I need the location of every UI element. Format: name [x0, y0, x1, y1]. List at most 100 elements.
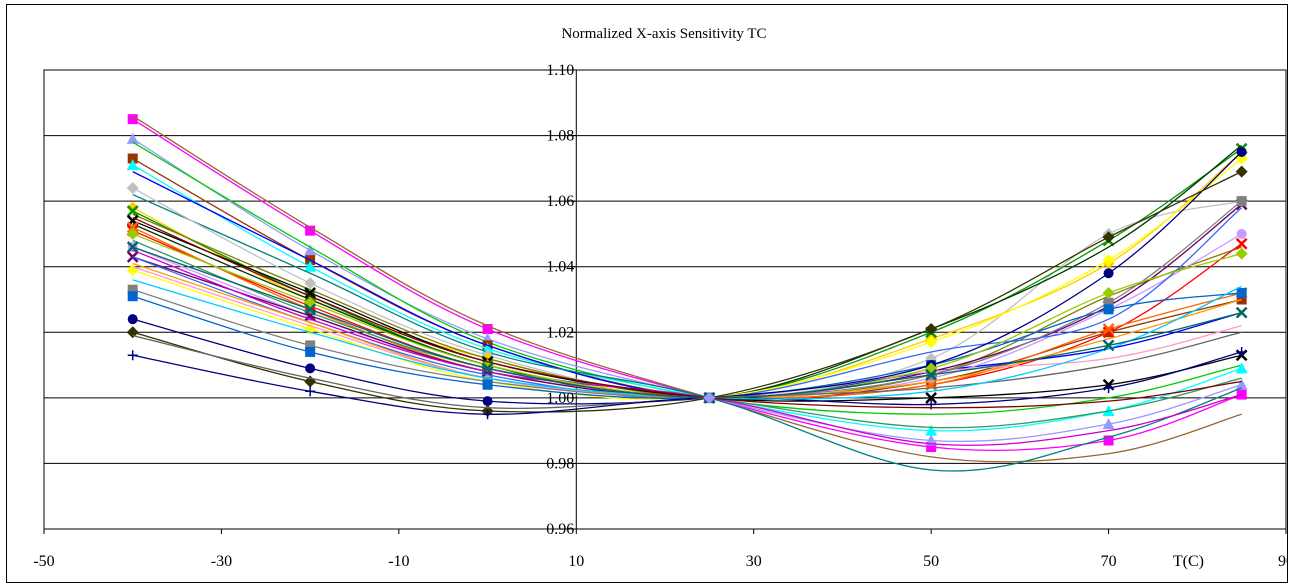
- data-point: [127, 291, 138, 302]
- data-point: [126, 205, 139, 217]
- convergence-point-group: [703, 391, 716, 404]
- series-16: [126, 221, 1248, 404]
- data-point: [482, 379, 493, 390]
- data-point: [127, 114, 138, 125]
- y-tick-label: 1.04: [546, 259, 574, 276]
- data-point: [1236, 228, 1247, 239]
- data-point: [1235, 237, 1248, 250]
- data-point: [126, 182, 139, 195]
- x-tick-label: 90: [1278, 553, 1287, 570]
- data-point: [126, 159, 139, 171]
- series-17: [127, 228, 1247, 403]
- data-point: [1236, 146, 1247, 157]
- axes: [43, 69, 1287, 534]
- series-18: [126, 198, 1248, 404]
- data-point: [304, 303, 317, 316]
- data-point: [126, 132, 139, 144]
- line-chart: Normalized X-axis Sensitivity TC 0.960.9…: [33, 26, 1287, 570]
- data-point: [1236, 287, 1247, 298]
- data-point: [305, 386, 316, 397]
- series-line: [132, 144, 1243, 400]
- series-line: [132, 207, 1243, 400]
- data-point: [926, 442, 937, 453]
- series-14: [132, 144, 1243, 400]
- series-line: [132, 279, 1242, 400]
- x-tick-label: 70: [1101, 553, 1117, 570]
- series-21: [126, 152, 1248, 404]
- data-point: [127, 153, 138, 164]
- data-point: [126, 221, 139, 234]
- data-point: [1103, 297, 1114, 308]
- data-point: [126, 250, 139, 263]
- data-point: [304, 277, 317, 290]
- x-tick-label: -30: [211, 553, 232, 570]
- data-point: [925, 323, 938, 336]
- series-line: [132, 158, 1243, 401]
- x-tick-label: 30: [746, 553, 762, 570]
- data-point: [925, 336, 938, 349]
- series-26: [126, 165, 1248, 417]
- tick-labels: 0.96 0.98 1.00 1.02 1.04 1.06 1.08 1.10 -50 -30 -1…: [33, 62, 1287, 570]
- data-point: [1235, 165, 1248, 178]
- data-point: [925, 391, 938, 404]
- y-tick-label: 1.02: [546, 324, 574, 341]
- y-tick-label: 1.00: [546, 390, 574, 407]
- x-tick-label: -50: [33, 553, 54, 570]
- data-point: [1103, 383, 1114, 394]
- series-19: [132, 207, 1243, 400]
- series-line: [132, 200, 1243, 399]
- data-point: [481, 362, 494, 375]
- data-point: [482, 324, 493, 335]
- series-line: [132, 151, 1243, 399]
- data-point: [126, 263, 139, 276]
- data-point: [925, 434, 938, 446]
- data-point: [1103, 435, 1114, 446]
- data-point: [482, 396, 493, 407]
- data-point: [1102, 323, 1115, 335]
- series-group: [126, 114, 1248, 472]
- data-point: [1236, 196, 1247, 207]
- data-point: [126, 241, 139, 253]
- data-point: [1235, 306, 1248, 319]
- data-point: [703, 391, 716, 404]
- chart-title: Normalized X-axis Sensitivity TC: [561, 26, 766, 42]
- data-point: [305, 225, 316, 236]
- chart-frame: Normalized X-axis Sensitivity TC 0.96 0.9…: [6, 4, 1288, 583]
- y-tick-label: 0.96: [546, 521, 574, 538]
- data-point: [1236, 346, 1247, 357]
- x-tick-label: 10: [568, 553, 584, 570]
- series-line: [132, 351, 1242, 415]
- x-tick-label: -10: [388, 553, 409, 570]
- data-point: [1102, 231, 1115, 244]
- y-tick-label: 1.10: [546, 62, 574, 79]
- data-point: [1235, 378, 1248, 390]
- data-point: [1235, 247, 1248, 260]
- data-point: [1102, 418, 1115, 430]
- data-point: [482, 409, 493, 420]
- data-point: [925, 369, 938, 381]
- series-line: [132, 148, 1243, 400]
- series-line: [132, 187, 1242, 399]
- data-point: [1102, 326, 1115, 339]
- series-11: [126, 142, 1248, 404]
- y-tick-label: 0.98: [546, 455, 574, 472]
- plot-area: [43, 69, 1287, 530]
- data-point: [1102, 339, 1115, 352]
- x-tick-label: 50: [923, 553, 939, 570]
- data-point: [304, 287, 317, 299]
- data-point: [304, 244, 317, 256]
- y-tick-label: 1.06: [546, 193, 574, 210]
- data-point: [305, 363, 316, 374]
- data-point: [305, 340, 316, 351]
- data-point: [925, 424, 938, 436]
- data-point: [1235, 362, 1248, 374]
- series-line: [132, 220, 1242, 402]
- series-23: [127, 196, 1247, 403]
- series-32: [132, 279, 1242, 400]
- data-point: [1103, 268, 1114, 279]
- data-point: [127, 350, 138, 361]
- data-point: [1103, 304, 1114, 315]
- data-point: [304, 260, 317, 272]
- y-tick-label: 1.08: [546, 128, 574, 145]
- data-point: [127, 284, 138, 295]
